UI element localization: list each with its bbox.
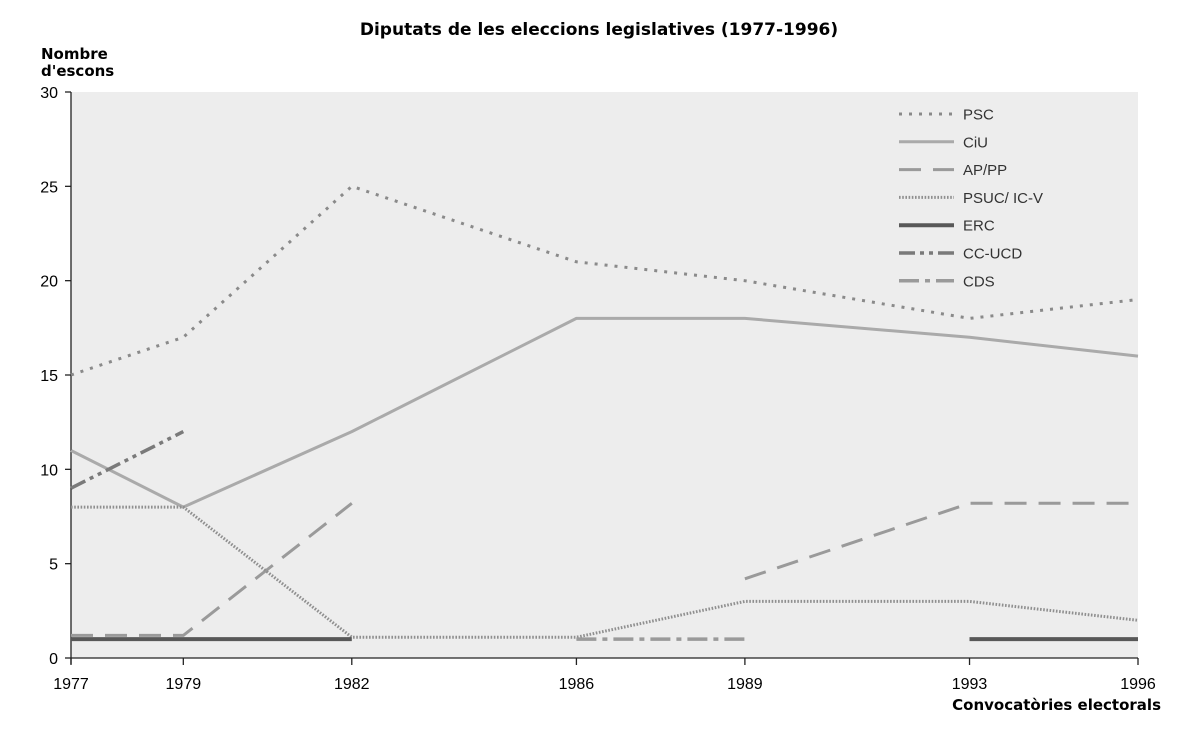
y-axis: 0 5 10 15 20 25 30 [40,85,72,668]
legend-label: PSUC/ IC-V [963,190,1043,207]
series-line [71,502,353,637]
y-tick-label: 30 [40,85,58,102]
x-tick-label: 1996 [1120,676,1156,693]
series-line [71,505,1139,639]
y-tick-label: 15 [40,368,58,385]
x-axis-title: Convocatòries electorals [952,696,1161,714]
series-psc [70,184,1139,377]
x-tick-label: 1979 [166,676,202,693]
y-tick-label: 5 [49,557,58,574]
legend-label: CDS [963,273,995,290]
y-tick-label: 20 [40,274,58,291]
legend-label: CiU [963,134,988,151]
series-line [744,501,1138,581]
x-axis: 1977 1979 1982 1986 1989 1993 1996 [53,657,1156,693]
y-tick-label: 25 [40,179,58,196]
plot-area [71,92,1138,658]
legend-item: AP/PP [899,162,1007,179]
series-line [70,184,1139,377]
legend-item: CC-UCD [899,246,1022,263]
x-tick-label: 1993 [952,676,988,693]
legend-label: PSC [963,107,994,124]
x-tick-label: 1982 [334,676,370,693]
legend-label: AP/PP [963,162,1007,179]
legend-item: CiU [899,134,988,151]
series-cc-ucd [70,430,185,490]
series-ap-pp [70,501,1139,637]
legend-label: ERC [963,218,995,235]
x-tick-label: 1986 [559,676,595,693]
series-layer [70,184,1139,642]
legend-item: ERC [899,218,995,235]
y-tick-label: 0 [49,651,58,668]
legend: PSC CiU AP/PP PSUC/ IC-V ERC CC-UCD CDS [899,107,1043,290]
chart-title: Diputats de les eleccions legislatives (… [360,20,838,40]
legend-item: PSC [899,107,994,124]
y-axis-title-line-1: Nombre [41,45,108,63]
legend-item: PSUC/ IC-V [899,190,1043,207]
y-axis-title-line-2: d'escons [41,62,114,80]
y-tick-label: 10 [40,462,58,479]
x-tick-label: 1977 [53,676,89,693]
series-line [70,430,185,490]
legend-item: CDS [899,273,995,290]
x-tick-label: 1989 [727,676,763,693]
legend-label: CC-UCD [963,246,1022,263]
